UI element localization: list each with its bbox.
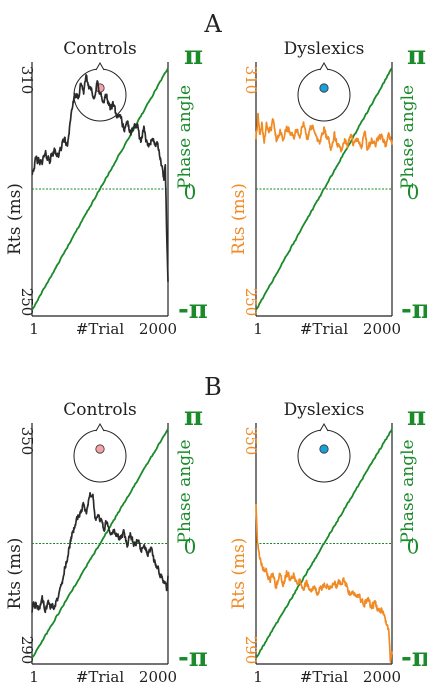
y-tick-label-min: 290: [18, 636, 36, 665]
y2-tick-label-zero: 0: [184, 180, 197, 204]
x-axis-label: #Trial: [300, 320, 348, 338]
y-axis-label: Rts (ms): [5, 183, 25, 255]
phase-angle-line: [31, 67, 169, 311]
y-tick-label-max: 310: [18, 66, 36, 95]
electrode-icon: [95, 444, 105, 454]
y2-tick-label-minus-pi: -π: [178, 643, 208, 673]
y2-tick-label-minus-pi: -π: [178, 295, 208, 325]
y-axis-label: Rts (ms): [5, 538, 25, 610]
y-axis-label: Rts (ms): [229, 538, 249, 610]
y2-axis-label: Phase angle: [398, 85, 418, 189]
electrode-icon: [319, 444, 329, 454]
chart-title: Dyslexics: [284, 400, 365, 420]
x-axis-label: #Trial: [76, 668, 124, 686]
x-axis-label: #Trial: [76, 320, 124, 338]
y2-tick-label-pi: π: [184, 41, 203, 71]
y2-axis-label: Phase angle: [175, 439, 195, 543]
chart-title: Controls: [63, 400, 137, 420]
x-tick-label-max: 2000: [363, 320, 401, 338]
phase-angle-line: [31, 428, 169, 659]
x-tick-label-min: 1: [29, 668, 39, 686]
phase-angle-line: [255, 428, 393, 659]
y-tick-label-min: 250: [18, 288, 36, 317]
y-tick-label-min: 290: [242, 636, 260, 665]
chart-title: Controls: [63, 39, 137, 59]
rt-series-line: [255, 503, 393, 663]
y2-tick-label-minus-pi: -π: [401, 643, 427, 673]
rt-series-line: [31, 74, 169, 282]
y2-tick-label-zero: 0: [407, 180, 420, 204]
panel-label-b: B: [204, 373, 222, 401]
electrode-icon: [319, 83, 329, 93]
y-tick-label-max: 310: [242, 66, 260, 95]
chart-b-controls: Controls 350 290 Rts (ms) π 0 -π Phase angle 1 #T…: [5, 400, 208, 686]
rt-series-line: [31, 491, 169, 614]
y2-tick-label-pi: π: [184, 402, 203, 432]
x-tick-label-min: 1: [29, 320, 39, 338]
panel-label-a: A: [203, 10, 222, 38]
rt-series-line: [255, 112, 393, 153]
x-tick-label-min: 1: [253, 320, 263, 338]
chart-a-dyslexics: Dyslexics 310 250 Rts (ms) π 0 -π Phase angle 1 #…: [229, 39, 427, 338]
y-tick-label-max: 350: [18, 427, 36, 456]
phase-angle-line: [255, 67, 393, 311]
head-icon: [297, 429, 351, 483]
y2-tick-label-zero: 0: [184, 535, 197, 559]
y2-tick-label-pi: π: [407, 402, 426, 432]
x-tick-label-max: 2000: [363, 668, 401, 686]
y-axis-label: Rts (ms): [229, 183, 249, 255]
chart-title: Dyslexics: [284, 39, 365, 59]
x-tick-label-max: 2000: [139, 320, 177, 338]
chart-b-dyslexics: Dyslexics 350 290 Rts (ms) π 0 -π Phase angle 1 #…: [229, 400, 427, 686]
nose-icon: [319, 422, 329, 432]
y-tick-label-min: 250: [242, 288, 260, 317]
y2-tick-label-minus-pi: -π: [401, 295, 427, 325]
head-icon: [73, 429, 127, 483]
x-tick-label-min: 1: [253, 668, 263, 686]
chart-a-controls: Controls 310 250 Rts (ms) π 0 -π Phase angle 1 #T…: [5, 39, 208, 338]
nose-icon: [319, 61, 329, 71]
y2-axis-label: Phase angle: [175, 85, 195, 189]
x-tick-label-max: 2000: [139, 668, 177, 686]
y2-axis-label: Phase angle: [398, 439, 418, 543]
y-tick-label-max: 350: [242, 427, 260, 456]
x-axis-label: #Trial: [300, 668, 348, 686]
head-icon: [297, 68, 351, 122]
nose-icon: [95, 61, 105, 71]
nose-icon: [95, 422, 105, 432]
head-icon: [73, 68, 127, 122]
y2-tick-label-zero: 0: [407, 535, 420, 559]
y2-tick-label-pi: π: [407, 41, 426, 71]
